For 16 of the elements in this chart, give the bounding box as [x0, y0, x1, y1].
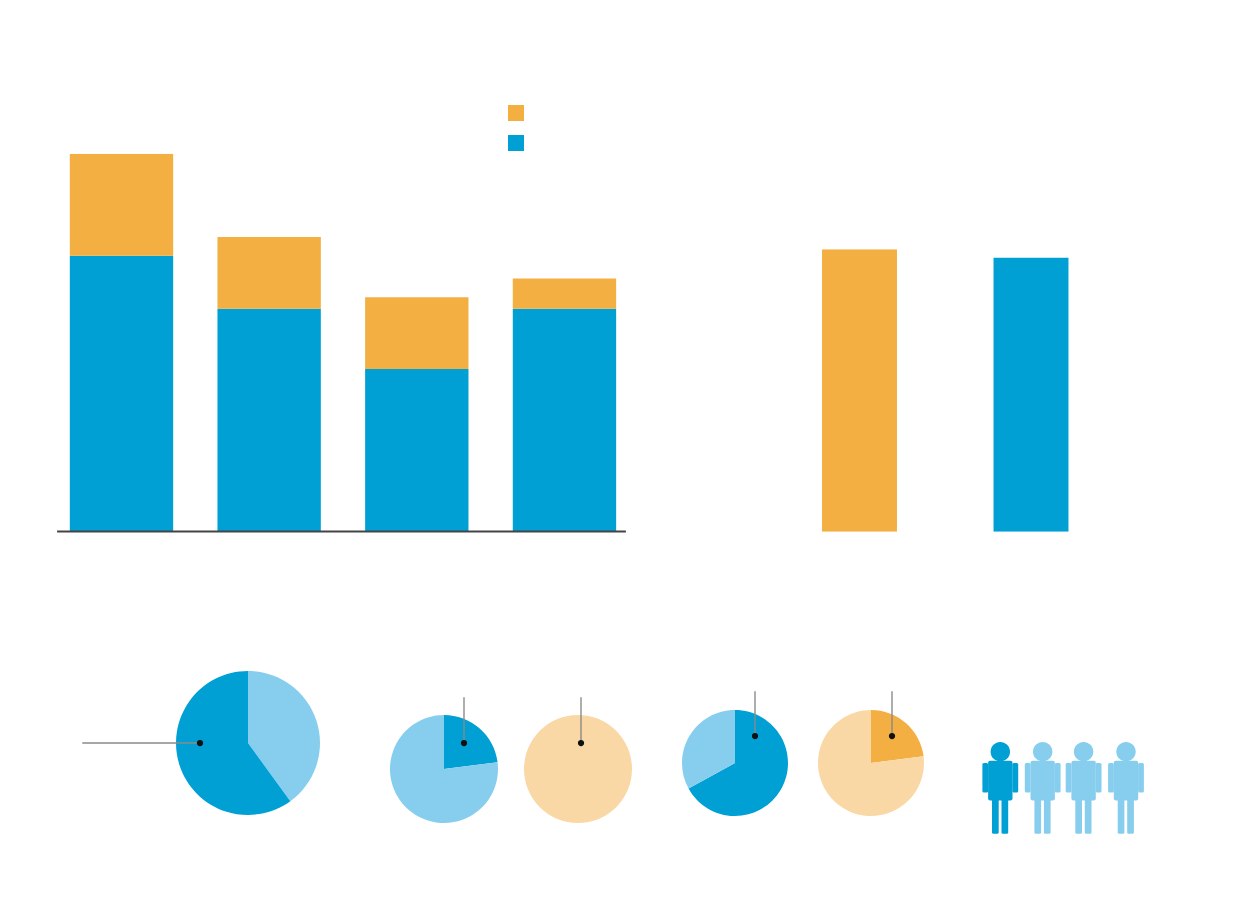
- pie-slice: [688, 710, 788, 816]
- pie-slice: [871, 710, 924, 763]
- bar: [512, 308, 617, 532]
- bar: [69, 153, 174, 256]
- pie-slice: [818, 710, 924, 816]
- pie-slice: [390, 715, 498, 823]
- pie-slice: [682, 710, 735, 789]
- pie-slice: [444, 715, 498, 769]
- pie-slice: [176, 671, 291, 815]
- pie-slice: [248, 671, 320, 802]
- bar: [217, 308, 321, 532]
- bar: [217, 236, 321, 309]
- bar: [365, 369, 469, 532]
- bar: [512, 278, 617, 309]
- bar: [69, 255, 174, 532]
- bar: [365, 297, 469, 370]
